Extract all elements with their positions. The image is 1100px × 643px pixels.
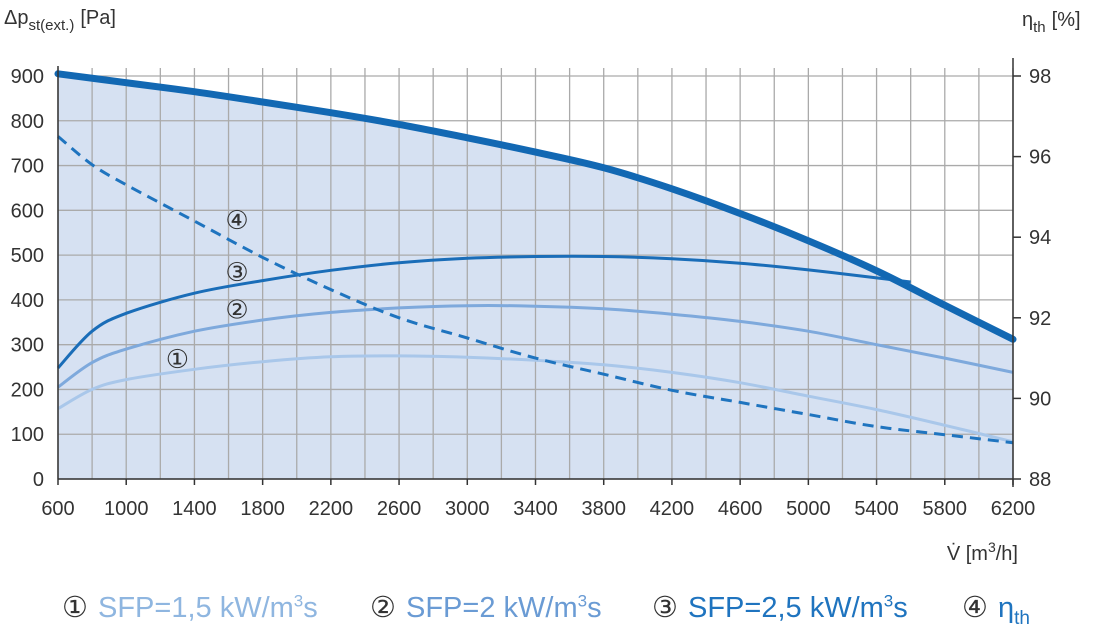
x-tick-label: 1800 [240, 498, 285, 520]
x-tick-label: 600 [41, 498, 74, 520]
x-tick-label: 5800 [923, 498, 968, 520]
y-left-tick-label: 100 [11, 424, 44, 446]
legend-item-3: ③ SFP=2,5 kW/m3s [652, 590, 908, 624]
x-tick-label: 2600 [377, 498, 422, 520]
series-marker-4: ④ [225, 206, 248, 236]
legend-item-2: ② SFP=2 kW/m3s [370, 590, 602, 624]
series-line-4 [57, 135, 1014, 445]
x-tick-label: 4200 [650, 498, 695, 520]
legend-marker-2: ② [370, 590, 396, 624]
legend-label-1: SFP=1,5 kW/m [98, 592, 294, 624]
right-axis-title: ηth [%] [1022, 9, 1081, 36]
series-marker-3: ③ [225, 258, 248, 288]
series-markers: ④ ③ ② ① [166, 206, 249, 375]
legend-item-1: ① SFP=1,5 kW/m3s [62, 590, 318, 624]
y-right-tick-label: 94 [1029, 227, 1051, 249]
x-axis-title: V̇ [m3/h] [947, 539, 1018, 565]
legend-item-4: ④ ηth [962, 590, 1030, 629]
series-lines [54, 70, 1017, 445]
y-left-tick-label: 300 [11, 335, 44, 357]
y-left-tick-label: 700 [11, 156, 44, 178]
legend-marker-1: ① [62, 590, 88, 624]
y-left-tick-label: 600 [11, 200, 44, 222]
y-left-tick-label: 800 [11, 111, 44, 133]
x-tick-label: 3000 [445, 498, 490, 520]
y-right-tick-label: 96 [1029, 147, 1051, 169]
series-marker-1: ① [166, 345, 189, 375]
series-marker-2: ② [225, 296, 248, 326]
performance-chart: 600 1000 1400 1800 2200 2600 3000 3400 3800 4200 4… [4, 7, 1081, 565]
y-left-tick-label: 200 [11, 379, 44, 401]
x-tick-label: 4600 [718, 498, 763, 520]
x-tick-label: 1000 [104, 498, 149, 520]
y-left-tick-label: 400 [11, 290, 44, 312]
envelope-line [54, 70, 1017, 343]
y-right-tick-label: 92 [1029, 308, 1051, 330]
x-tick-label: 5400 [854, 498, 899, 520]
legend-label-3: SFP=2,5 kW/m [688, 592, 884, 624]
y-right-tick-label: 90 [1029, 388, 1051, 410]
x-tick-label: 6200 [991, 498, 1036, 520]
series-line-1 [57, 354, 1014, 444]
legend: ① SFP=1,5 kW/m3s ② SFP=2 kW/m3s ③ SFP=2,5 k… [0, 590, 1100, 640]
legend-label-2: SFP=2 kW/m [406, 592, 578, 624]
x-tick-label: 2200 [309, 498, 354, 520]
series-line-3 [56, 254, 911, 370]
x-tick-label: 3400 [513, 498, 558, 520]
tick-labels: 600 1000 1400 1800 2200 2600 3000 3400 3800 4200 4… [11, 66, 1052, 520]
y-left-tick-label: 500 [11, 245, 44, 267]
axes [57, 58, 1021, 487]
legend-marker-4: ④ [962, 590, 988, 624]
series-line-2 [57, 304, 1014, 389]
left-axis-title: Δpst(ext.) [Pa] [4, 7, 116, 34]
x-tick-label: 3800 [581, 498, 626, 520]
y-right-tick-label: 88 [1029, 469, 1051, 491]
y-right-tick-label: 98 [1029, 66, 1051, 88]
y-left-tick-label: 900 [11, 66, 44, 88]
x-tick-label: 5000 [786, 498, 831, 520]
x-tick-label: 1400 [172, 498, 217, 520]
legend-label-4: η [998, 592, 1015, 624]
legend-marker-3: ③ [652, 590, 678, 624]
y-left-tick-label: 0 [33, 469, 44, 491]
